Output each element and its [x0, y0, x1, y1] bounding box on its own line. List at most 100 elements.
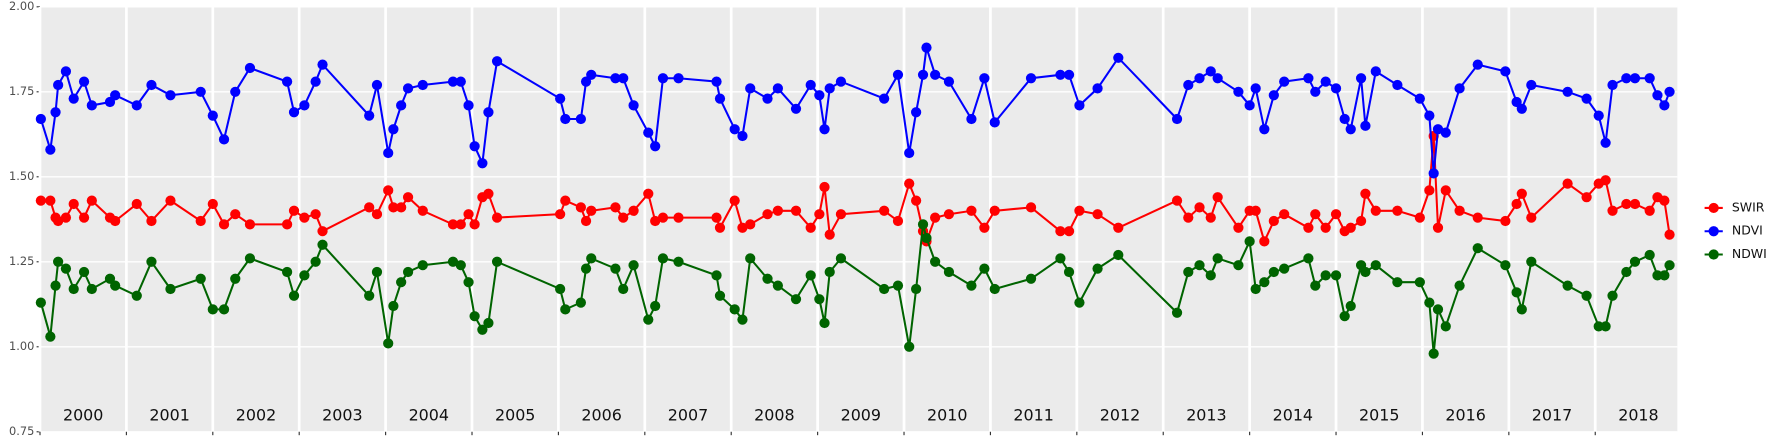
point [53, 215, 64, 227]
point [737, 314, 748, 325]
point [657, 73, 669, 84]
point [417, 79, 428, 91]
point [618, 212, 629, 223]
point [35, 113, 46, 125]
point [447, 256, 459, 267]
point [364, 290, 375, 301]
point [50, 280, 61, 291]
point [1268, 266, 1279, 278]
point [879, 283, 890, 295]
point [1440, 321, 1451, 332]
point [146, 215, 157, 227]
point [1205, 270, 1216, 281]
point [1092, 209, 1103, 220]
point [417, 260, 428, 271]
point [1432, 304, 1444, 315]
point [814, 209, 825, 220]
point [1600, 137, 1611, 148]
point [711, 212, 722, 223]
point [1330, 209, 1342, 220]
point [1644, 249, 1655, 261]
point [805, 79, 816, 91]
y-tick-label: 1.00 [9, 339, 34, 353]
point [1516, 188, 1527, 199]
point [1600, 175, 1611, 186]
point [904, 178, 915, 189]
point [218, 134, 230, 145]
point [930, 69, 941, 80]
point [790, 205, 802, 216]
point [911, 283, 922, 295]
point [469, 219, 480, 230]
point [1171, 195, 1183, 206]
point [45, 195, 56, 206]
point [86, 283, 97, 295]
point [575, 202, 586, 213]
point [417, 205, 428, 216]
point [396, 100, 407, 111]
point [1629, 256, 1641, 267]
point [772, 83, 783, 94]
panel [39, 6, 1678, 432]
point [78, 76, 90, 87]
point [1025, 273, 1037, 284]
point [1055, 253, 1066, 264]
point [1339, 113, 1350, 125]
point [1414, 93, 1425, 104]
point [1511, 287, 1522, 298]
point [1526, 256, 1537, 267]
point [86, 195, 97, 206]
point [463, 209, 474, 220]
point [1310, 209, 1321, 220]
point [673, 212, 684, 223]
point [1621, 73, 1632, 84]
point [402, 83, 414, 94]
point [299, 270, 310, 281]
point [491, 256, 503, 267]
point [146, 256, 157, 267]
point [483, 188, 494, 199]
point [1454, 280, 1465, 291]
x-tick-label: 2010 [927, 405, 967, 424]
point [230, 273, 241, 284]
point [745, 219, 756, 230]
point [230, 209, 241, 220]
point [879, 93, 890, 104]
point [165, 90, 176, 101]
point [650, 141, 661, 152]
point [207, 198, 218, 210]
point [673, 73, 684, 84]
point [1303, 73, 1314, 84]
point [1212, 253, 1223, 264]
point [1562, 86, 1573, 97]
point [1279, 263, 1290, 274]
point [618, 73, 629, 84]
point [1664, 229, 1675, 240]
point [1113, 52, 1124, 63]
point [1659, 100, 1670, 111]
point [230, 86, 241, 97]
point [729, 195, 740, 206]
point [455, 76, 466, 87]
x-tick-label: 2018 [1618, 405, 1658, 424]
point [463, 277, 474, 288]
point [50, 107, 61, 118]
point [618, 283, 629, 295]
point [729, 304, 740, 315]
point [1526, 212, 1537, 223]
point [371, 266, 383, 278]
point [650, 215, 661, 227]
x-tick-label: 2017 [1532, 405, 1572, 424]
point [1171, 307, 1183, 318]
point [1303, 253, 1314, 264]
point [904, 341, 915, 352]
point [555, 283, 566, 295]
point [930, 256, 941, 267]
point [1320, 270, 1331, 281]
legend-key [1708, 226, 1719, 237]
point [244, 62, 256, 74]
point [131, 290, 142, 301]
point [1205, 212, 1216, 223]
point [966, 280, 977, 291]
point [575, 113, 586, 125]
